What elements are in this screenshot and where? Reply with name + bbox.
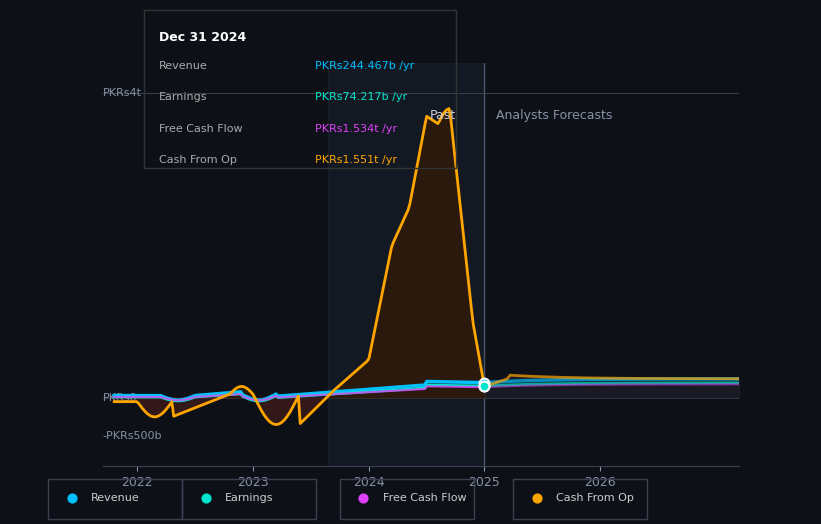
Text: Cash From Op: Cash From Op xyxy=(557,493,634,503)
Text: Free Cash Flow: Free Cash Flow xyxy=(159,124,243,134)
Text: PKRs1.551t /yr: PKRs1.551t /yr xyxy=(315,155,397,165)
Text: Analysts Forecasts: Analysts Forecasts xyxy=(496,108,612,122)
Text: PKRs74.217b /yr: PKRs74.217b /yr xyxy=(315,92,407,102)
Text: -PKRs500b: -PKRs500b xyxy=(103,431,162,441)
Point xyxy=(478,378,491,387)
Text: Revenue: Revenue xyxy=(159,61,208,71)
Text: Earnings: Earnings xyxy=(225,493,273,503)
Text: Dec 31 2024: Dec 31 2024 xyxy=(159,31,246,44)
Text: Free Cash Flow: Free Cash Flow xyxy=(383,493,466,503)
Text: PKRs4t: PKRs4t xyxy=(103,89,142,99)
Bar xyxy=(328,63,484,466)
Text: PKRs0: PKRs0 xyxy=(103,393,137,403)
Text: PKRs1.534t /yr: PKRs1.534t /yr xyxy=(315,124,397,134)
Text: PKRs244.467b /yr: PKRs244.467b /yr xyxy=(315,61,415,71)
Text: Past: Past xyxy=(429,108,456,122)
Point xyxy=(478,382,491,390)
Text: Revenue: Revenue xyxy=(91,493,140,503)
Text: Cash From Op: Cash From Op xyxy=(159,155,237,165)
Text: Earnings: Earnings xyxy=(159,92,208,102)
Point xyxy=(478,382,491,390)
